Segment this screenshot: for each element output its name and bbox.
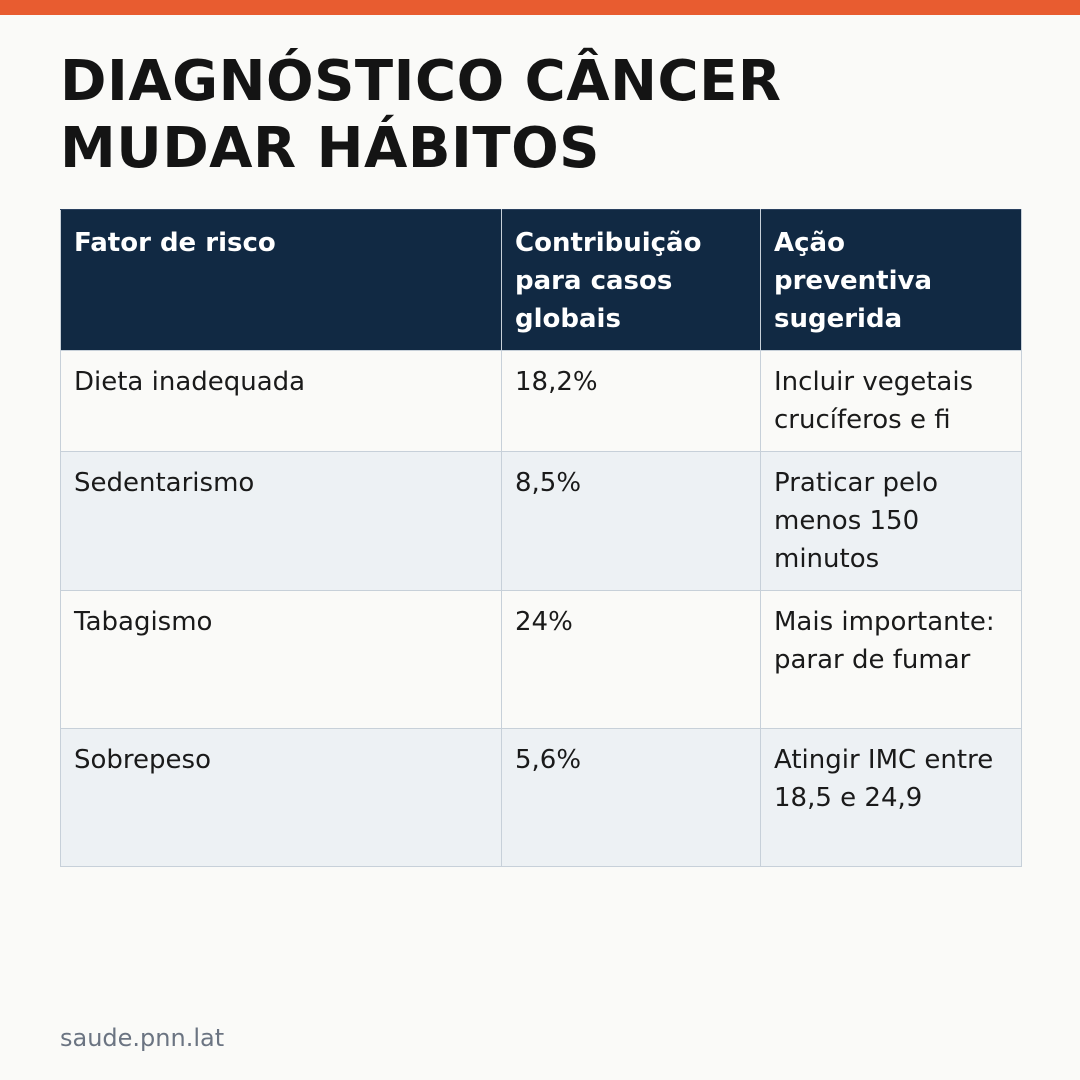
- page-title: DIAGNÓSTICO CÂNCER MUDAR HÁBITOS: [60, 48, 1020, 182]
- cell-preventive-action: Praticar pelo menos 150 minutos: [760, 451, 1022, 591]
- cell-preventive-action: Incluir vegetais crucíferos e fi: [760, 350, 1022, 452]
- risk-factor-table: Fator de risco Contribuição para casos g…: [60, 209, 1022, 867]
- header-contribution: Contribuição para casos globais: [501, 209, 761, 351]
- cell-risk-factor: Sobrepeso: [60, 728, 502, 867]
- cell-risk-factor: Tabagismo: [60, 590, 502, 729]
- header-risk-factor: Fator de risco: [60, 209, 502, 351]
- table-row: Sedentarismo 8,5% Praticar pelo menos 15…: [60, 451, 1022, 591]
- top-accent-bar: [0, 0, 1080, 15]
- title-line-1: DIAGNÓSTICO CÂNCER: [60, 49, 782, 114]
- table-row: Sobrepeso 5,6% Atingir IMC entre 18,5 e …: [60, 728, 1022, 867]
- cell-contribution: 24%: [501, 590, 761, 729]
- cell-contribution: 5,6%: [501, 728, 761, 867]
- cell-risk-factor: Dieta inadequada: [60, 350, 502, 452]
- table-header-row: Fator de risco Contribuição para casos g…: [60, 209, 1022, 351]
- cell-contribution: 18,2%: [501, 350, 761, 452]
- cell-contribution: 8,5%: [501, 451, 761, 591]
- cell-preventive-action: Atingir IMC entre 18,5 e 24,9: [760, 728, 1022, 867]
- table-row: Tabagismo 24% Mais importante: parar de …: [60, 590, 1022, 729]
- source-footer: saude.pnn.lat: [60, 1024, 225, 1052]
- cell-preventive-action: Mais importante: parar de fumar: [760, 590, 1022, 729]
- header-preventive-action: Ação preventiva sugerida: [760, 209, 1022, 351]
- title-line-2: MUDAR HÁBITOS: [60, 116, 601, 181]
- table-row: Dieta inadequada 18,2% Incluir vegetais …: [60, 350, 1022, 452]
- cell-risk-factor: Sedentarismo: [60, 451, 502, 591]
